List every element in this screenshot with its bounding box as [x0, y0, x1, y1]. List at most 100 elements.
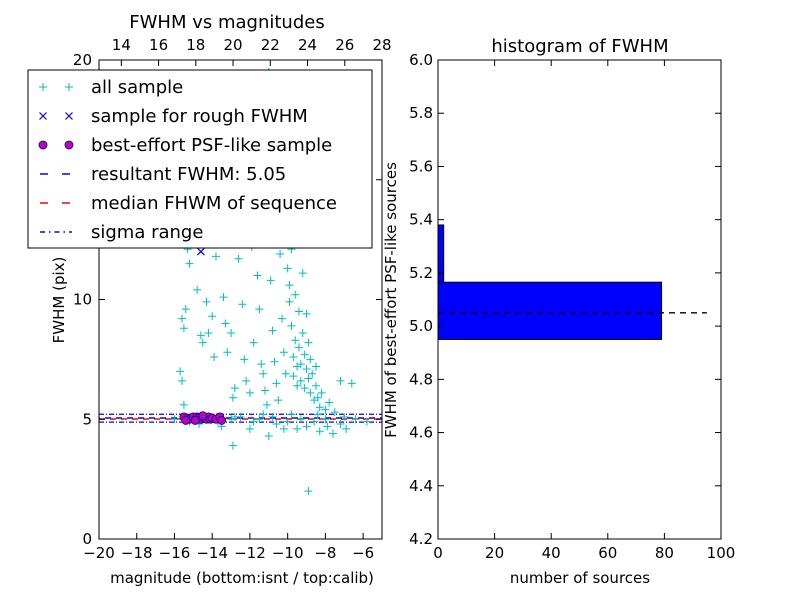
all-sample-point [293, 381, 302, 390]
all-sample-point [255, 305, 264, 314]
all-sample-point [234, 254, 243, 263]
all-sample-point [323, 422, 332, 431]
legend-plus-icon [39, 83, 47, 91]
all-sample-point [298, 269, 307, 278]
all-sample-point [296, 360, 305, 369]
legend-entry: median FHWM of sequence [40, 193, 337, 214]
left-top-tick-label: 26 [335, 36, 354, 54]
all-sample-point [274, 396, 283, 405]
all-sample-point [336, 376, 345, 385]
legend-label: sigma range [91, 222, 203, 243]
legend-x-icon [65, 112, 73, 120]
legend-entry: sigma range [40, 222, 203, 243]
all-sample-point [293, 424, 302, 433]
left-x-tick-label: −14 [196, 544, 228, 562]
all-sample-point [310, 417, 319, 426]
all-sample-point [181, 305, 190, 314]
all-sample-point [178, 314, 187, 323]
psf-sample-point [190, 416, 200, 425]
right-y-axis-label: FWHM of best-effort PSF-like sources [382, 162, 400, 438]
all-sample-point [230, 412, 239, 421]
right-y-tick-label: 5.4 [409, 211, 433, 229]
all-sample-point [253, 271, 262, 280]
all-sample-point [296, 376, 305, 385]
all-sample-point [311, 381, 320, 390]
all-sample-point [268, 412, 277, 421]
all-sample-point [281, 369, 290, 378]
left-top-tick-label: 20 [224, 36, 243, 54]
legend-plus-icon [65, 83, 73, 91]
all-sample-point [315, 427, 324, 436]
legend: all sample sample for rough FWHM best-effo… [27, 69, 373, 249]
all-sample-point [249, 338, 258, 347]
all-sample-point [185, 259, 194, 268]
all-sample-point [294, 343, 303, 352]
right-x-tick-label: 20 [485, 544, 504, 562]
all-sample-point [308, 369, 317, 378]
left-top-tick-label: 14 [112, 36, 131, 54]
all-sample-point [170, 415, 179, 424]
right-plot-frame [437, 59, 722, 540]
left-top-tick-label: 16 [149, 36, 168, 54]
legend-entry: sample for rough FWHM [39, 106, 308, 127]
all-sample-point [289, 352, 298, 361]
legend-label: all sample [91, 77, 183, 98]
right-y-tick-label: 4.8 [409, 370, 433, 388]
all-sample-point [249, 417, 258, 426]
all-sample-point [255, 415, 264, 424]
right-histogram-plot: 0 20 40 60 80 100 4.2 4.4 4.6 4.8 5.0 5.2 5.4 5.6 5.8 6… [382, 36, 735, 587]
left-x-axis-label: magnitude (bottom:isnt / top:calib) [110, 569, 374, 587]
all-sample-point [351, 415, 360, 424]
right-y-tick-label: 5.2 [409, 264, 433, 282]
right-y-tick-label: 4.4 [409, 477, 433, 495]
all-sample-point [198, 338, 207, 347]
right-x-tick-label: 100 [707, 544, 736, 562]
all-sample-point [230, 384, 239, 393]
all-sample-point [202, 297, 211, 306]
left-y-tick-label: 5 [82, 410, 92, 428]
left-y-axis-label: FWHM (pix) [50, 257, 68, 344]
all-sample-point [179, 324, 188, 333]
all-sample-point [259, 369, 268, 378]
left-top-tick-label: 22 [261, 36, 280, 54]
right-x-tick-label: 80 [655, 544, 674, 562]
all-sample-point [362, 417, 371, 426]
all-sample-point [296, 415, 305, 424]
left-x-tick-label: −6 [352, 544, 374, 562]
all-sample-point [242, 376, 251, 385]
all-sample-point [283, 417, 292, 426]
left-x-tick-label: −16 [159, 544, 191, 562]
right-x-axis-label: number of sources [510, 569, 650, 587]
all-sample-point [317, 388, 326, 397]
left-top-tick-label: 28 [372, 36, 391, 54]
all-sample-point [240, 355, 249, 364]
histogram-bars [437, 224, 707, 340]
all-sample-point [291, 290, 300, 299]
all-sample-point [257, 360, 266, 369]
all-sample-point [268, 326, 277, 335]
rough-sample-point [196, 247, 205, 256]
all-sample-point [283, 264, 292, 273]
left-plot-title: FWHM vs magnitudes [129, 12, 324, 33]
all-sample-point [328, 429, 337, 438]
right-y-tick-label: 5.0 [409, 317, 433, 335]
legend-entry: resultant FWHM: 5.05 [40, 164, 286, 185]
all-sample-point [285, 281, 294, 290]
left-y-tick-label: 0 [82, 530, 92, 548]
all-sample-point [306, 355, 315, 364]
all-sample-point [208, 312, 217, 321]
all-sample-point [245, 424, 254, 433]
all-sample-point [179, 400, 188, 409]
all-sample-point [287, 410, 296, 419]
legend-box [27, 69, 373, 249]
all-sample-point [302, 422, 311, 431]
all-sample-point [223, 348, 232, 357]
legend-circle-icon [38, 140, 48, 150]
all-sample-point [315, 403, 324, 412]
right-x-tick-label: 0 [433, 544, 443, 562]
legend-entry: best-effort PSF-like sample [38, 135, 332, 156]
all-sample-point [302, 309, 311, 318]
all-sample-point [278, 314, 287, 323]
all-sample-point [261, 386, 270, 395]
